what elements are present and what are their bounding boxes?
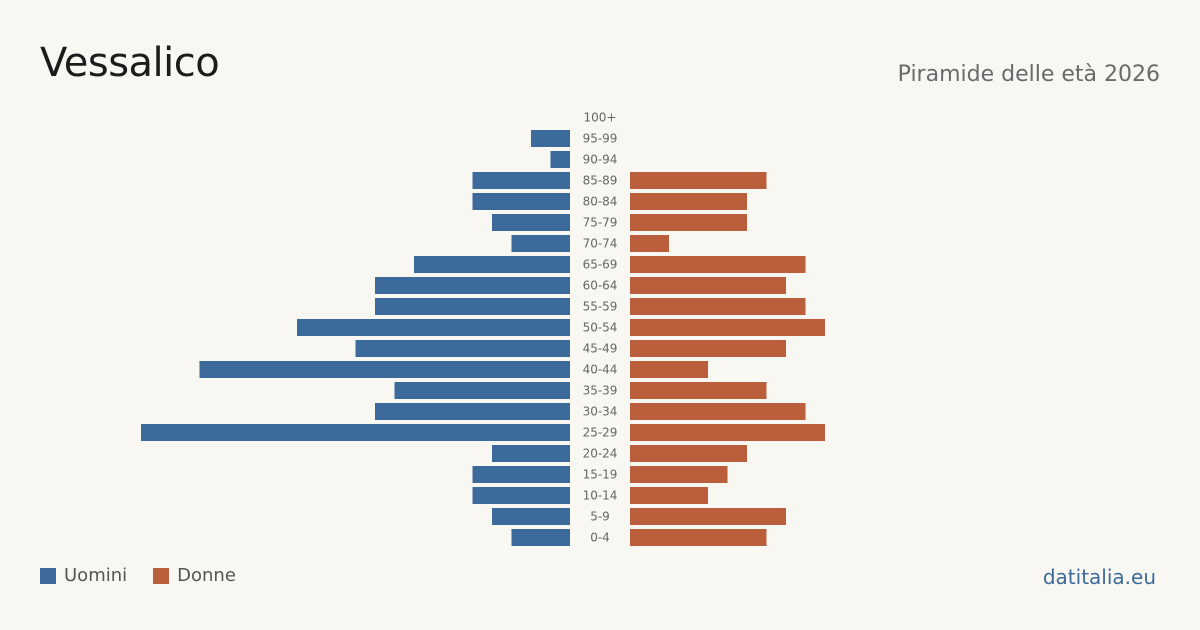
bar-men-65-69: [414, 256, 570, 273]
bar-men-95-99: [531, 130, 570, 147]
age-label-0-4: 0-4: [590, 531, 610, 545]
legend-swatch-women: [153, 567, 170, 584]
age-label-45-49: 45-49: [583, 342, 618, 356]
bar-men-85-89: [472, 172, 570, 189]
bar-women-5-9: [630, 508, 786, 525]
legend-swatch-men: [40, 567, 56, 584]
legend-label-women: Donne: [177, 565, 236, 586]
bar-women-45-49: [630, 340, 786, 357]
bar-men-0-4: [511, 529, 570, 546]
bar-men-40-44: [199, 361, 570, 378]
brand-link[interactable]: datitalia.eu: [1042, 565, 1156, 589]
bar-men-5-9: [492, 508, 570, 525]
age-label-55-59: 55-59: [583, 300, 618, 314]
age-label-10-14: 10-14: [583, 489, 618, 503]
bar-women-30-34: [630, 403, 806, 420]
bar-women-60-64: [630, 277, 786, 294]
age-label-90-94: 90-94: [583, 153, 618, 167]
age-label-100+: 100+: [584, 111, 617, 125]
legend: Uomini Donne: [40, 565, 262, 586]
bar-women-65-69: [630, 256, 806, 273]
bar-men-80-84: [472, 193, 570, 210]
bar-men-45-49: [355, 340, 570, 357]
bar-men-75-79: [492, 214, 570, 231]
bar-women-50-54: [630, 319, 825, 336]
age-label-20-24: 20-24: [583, 447, 618, 461]
bar-men-90-94: [550, 151, 570, 168]
age-label-70-74: 70-74: [583, 237, 618, 251]
age-label-5-9: 5-9: [590, 510, 610, 524]
bar-women-35-39: [630, 382, 767, 399]
bar-men-30-34: [375, 403, 570, 420]
age-label-25-29: 25-29: [583, 426, 618, 440]
age-label-30-34: 30-34: [583, 405, 618, 419]
bar-men-10-14: [472, 487, 570, 504]
chart-title: Vessalico: [40, 40, 220, 86]
bar-women-55-59: [630, 298, 806, 315]
legend-item-men: Uomini: [40, 565, 127, 586]
bar-men-50-54: [297, 319, 570, 336]
bar-women-20-24: [630, 445, 747, 462]
bar-women-85-89: [630, 172, 767, 189]
age-label-40-44: 40-44: [583, 363, 618, 377]
bar-women-0-4: [630, 529, 767, 546]
bar-men-15-19: [472, 466, 570, 483]
legend-item-women: Donne: [153, 565, 236, 586]
bar-men-70-74: [511, 235, 570, 252]
age-label-65-69: 65-69: [583, 258, 618, 272]
bar-women-40-44: [630, 361, 708, 378]
age-label-75-79: 75-79: [583, 216, 618, 230]
age-label-95-99: 95-99: [583, 132, 618, 146]
bar-women-15-19: [630, 466, 728, 483]
age-label-85-89: 85-89: [583, 174, 618, 188]
bar-women-25-29: [630, 424, 825, 441]
bar-men-35-39: [394, 382, 570, 399]
chart-subtitle: Piramide delle età 2026: [897, 62, 1160, 87]
bar-women-70-74: [630, 235, 669, 252]
bar-women-80-84: [630, 193, 747, 210]
legend-label-men: Uomini: [64, 565, 128, 586]
age-label-15-19: 15-19: [583, 468, 618, 482]
bar-men-25-29: [141, 424, 570, 441]
bar-men-60-64: [375, 277, 570, 294]
age-label-80-84: 80-84: [583, 195, 618, 209]
bar-men-55-59: [375, 298, 570, 315]
bar-women-75-79: [630, 214, 747, 231]
age-label-60-64: 60-64: [583, 279, 618, 293]
age-label-50-54: 50-54: [583, 321, 618, 335]
age-label-35-39: 35-39: [583, 384, 618, 398]
bar-women-10-14: [630, 487, 708, 504]
bar-men-20-24: [492, 445, 570, 462]
